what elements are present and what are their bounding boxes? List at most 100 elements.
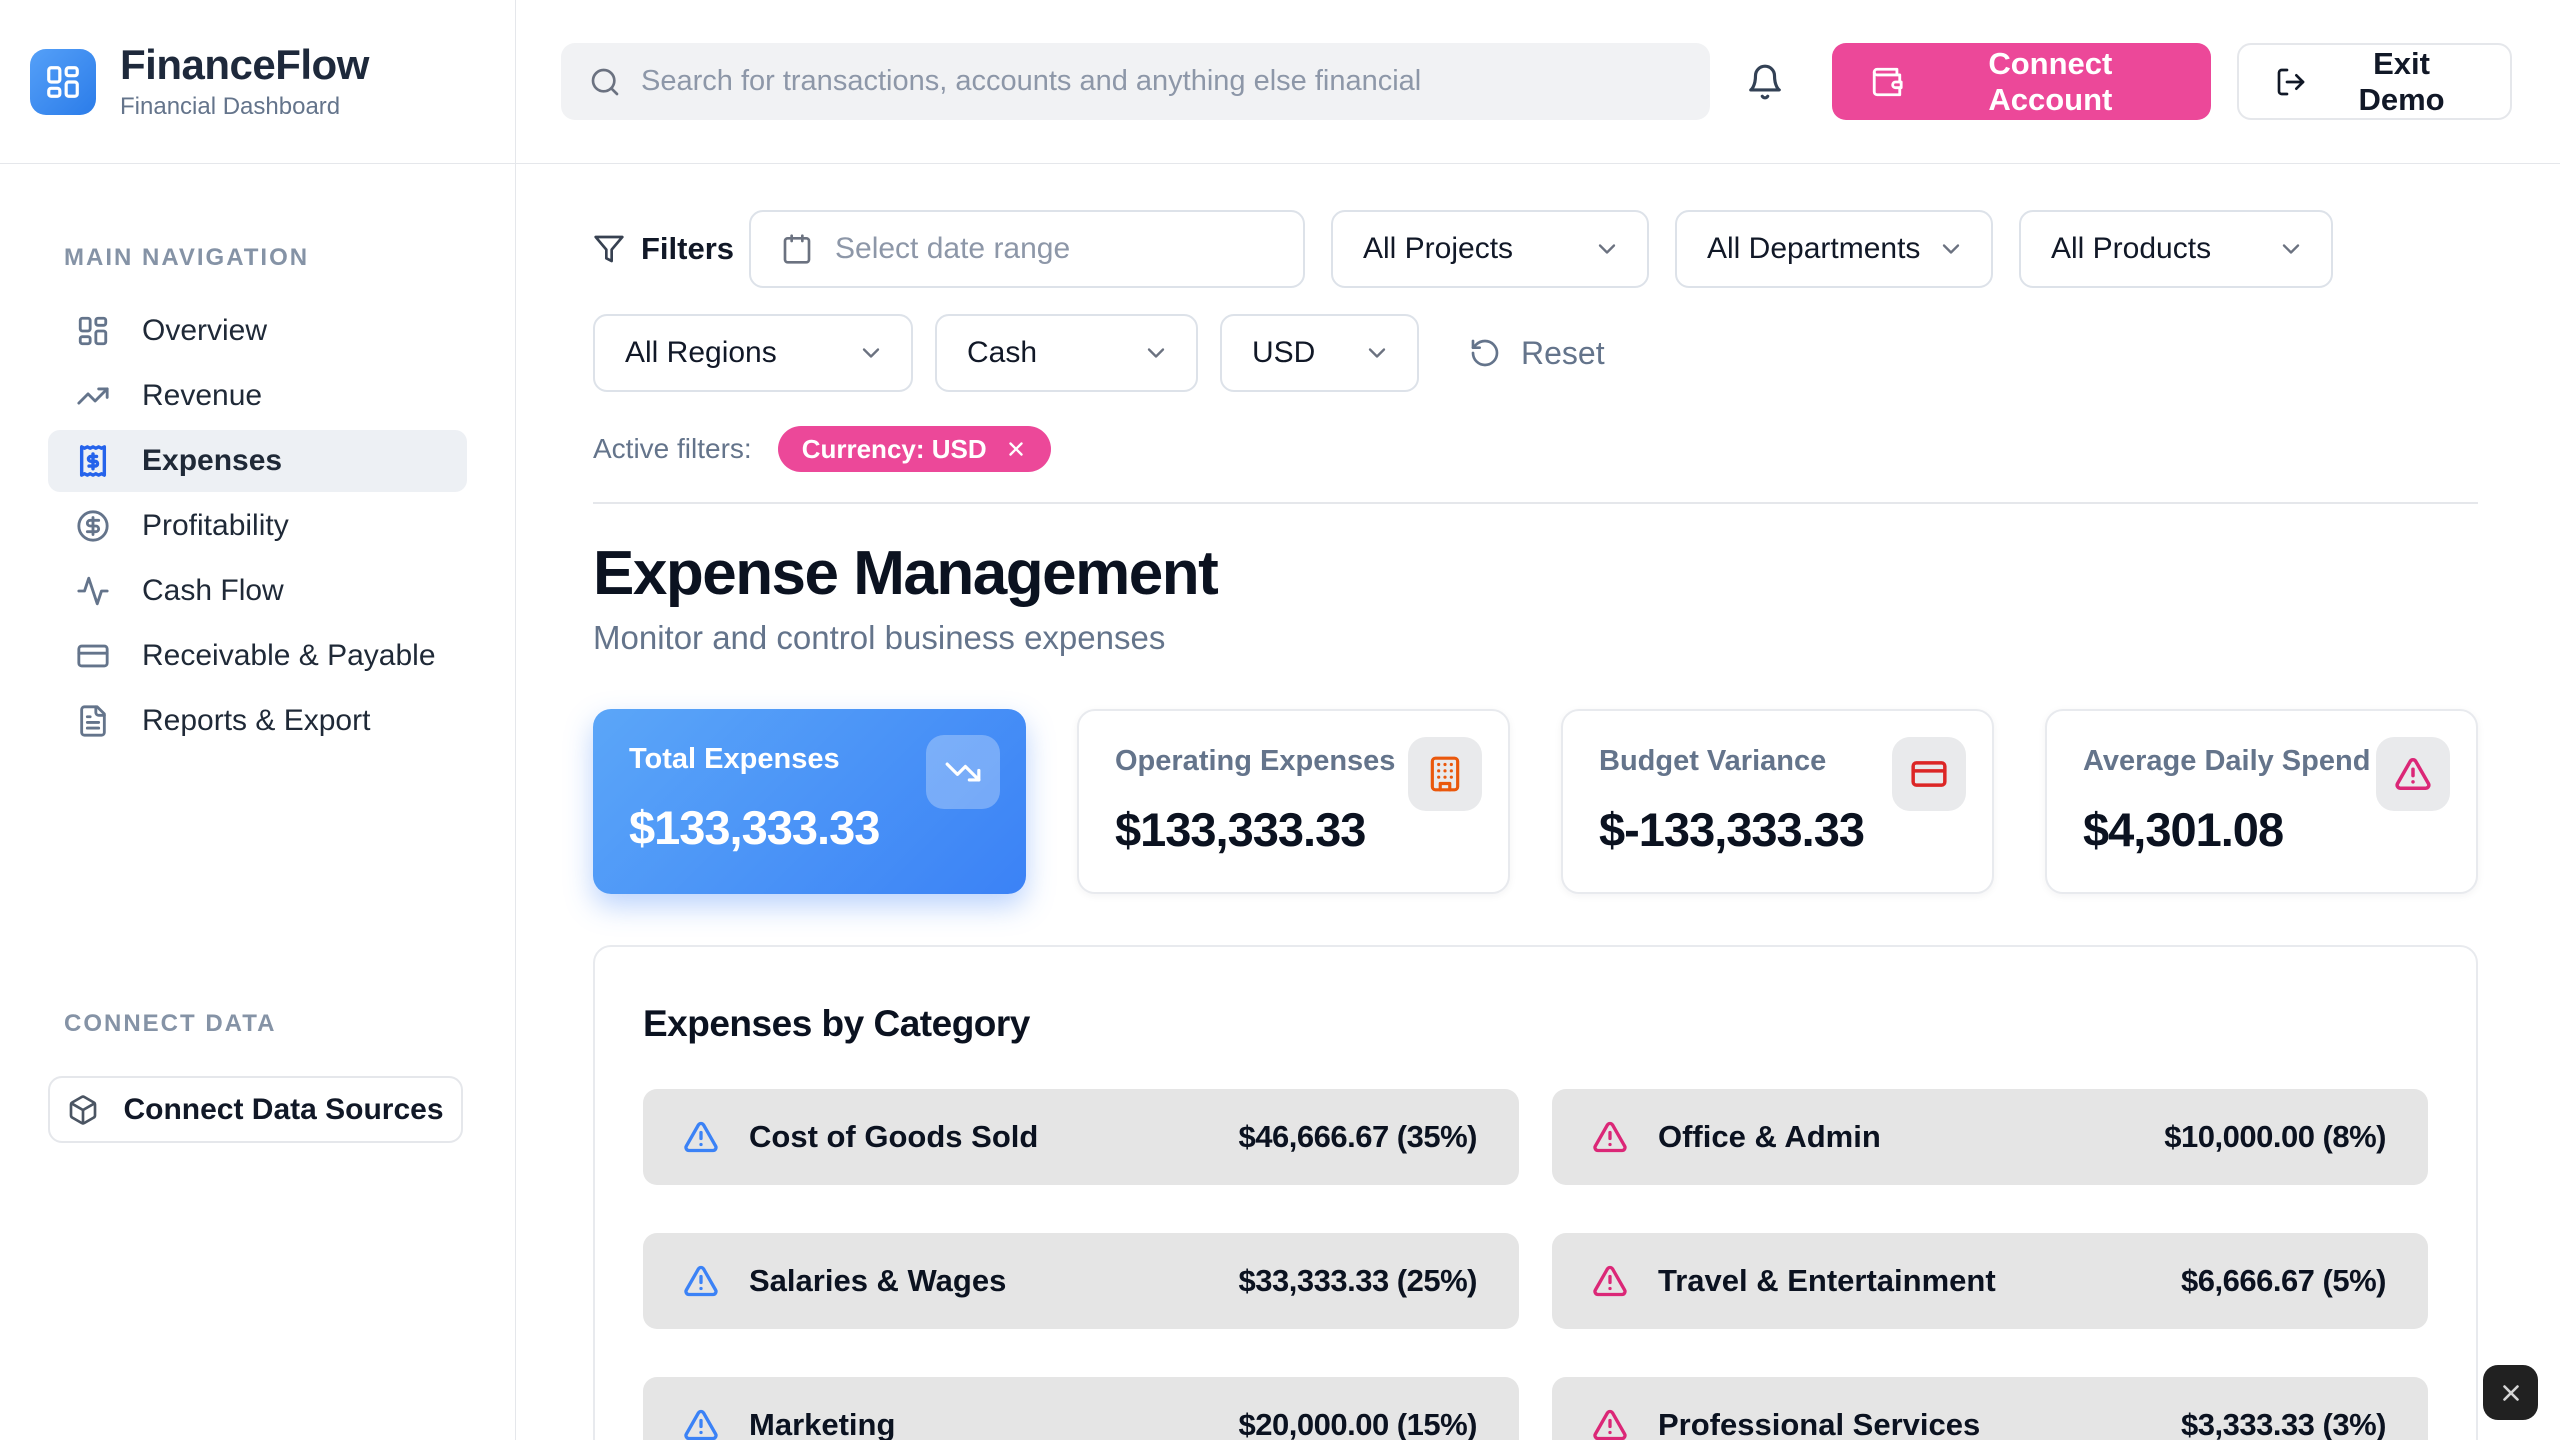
filters-label: Filters xyxy=(593,231,734,267)
stat-value: $133,333.33 xyxy=(1115,803,1366,856)
stat-card-operating-expenses[interactable]: Operating Expenses $133,333.33 xyxy=(1077,709,1510,894)
sidebar-item-label: Cash Flow xyxy=(142,574,284,607)
sidebar-item-profitability[interactable]: Profitability xyxy=(48,495,467,557)
app-logo-icon xyxy=(30,48,96,115)
stat-card-total-expenses[interactable]: Total Expenses $133,333.33 xyxy=(593,709,1026,894)
alert-triangle-icon xyxy=(683,1407,719,1440)
page-title: Expense Management xyxy=(593,539,1219,608)
section-divider xyxy=(593,502,2478,504)
category-name: Professional Services xyxy=(1658,1407,1981,1440)
category-name: Travel & Entertainment xyxy=(1658,1263,1996,1298)
close-widget-button[interactable] xyxy=(2483,1365,2538,1420)
stat-value: $4,301.08 xyxy=(2083,803,2284,856)
category-row-professional-services: Professional Services $3,333.33 (3%) xyxy=(1552,1377,2428,1440)
layout-dashboard-icon xyxy=(76,314,110,348)
filters-label-text: Filters xyxy=(641,231,735,266)
active-filter-chip-currency[interactable]: Currency: USD xyxy=(777,426,1051,472)
stat-value: $133,333.33 xyxy=(629,801,880,854)
sidebar-item-expenses[interactable]: Expenses xyxy=(48,430,467,492)
credit-card-icon xyxy=(76,639,110,673)
category-name: Office & Admin xyxy=(1658,1119,1881,1154)
stat-card-budget-variance[interactable]: Budget Variance $-133,333.33 xyxy=(1561,709,1994,894)
category-row-cost-of-goods-sold: Cost of Goods Sold $46,666.67 (35%) xyxy=(643,1089,1519,1185)
chevron-down-icon xyxy=(857,339,885,367)
calendar-icon xyxy=(781,233,813,265)
log-out-icon xyxy=(2275,66,2307,98)
projects-select-value: All Projects xyxy=(1363,232,1514,265)
panel-title: Expenses by Category xyxy=(643,1003,1030,1044)
sidebar-item-receivable-payable[interactable]: Receivable & Payable xyxy=(48,625,467,687)
brand-name: FinanceFlow xyxy=(120,41,369,89)
date-range-placeholder: Select date range xyxy=(835,232,1071,265)
sidebar: FinanceFlow Financial Dashboard MAIN NAV… xyxy=(0,0,516,1440)
chevron-down-icon xyxy=(2277,235,2305,263)
chevron-down-icon xyxy=(1142,339,1170,367)
category-value: $10,000.00 (8%) xyxy=(2164,1119,2386,1154)
sidebar-item-overview[interactable]: Overview xyxy=(48,300,467,362)
top-header: Connect Account Exit Demo xyxy=(516,0,2560,164)
search-icon xyxy=(589,66,621,98)
sidebar-item-label: Expenses xyxy=(142,444,283,477)
departments-select[interactable]: All Departments xyxy=(1675,210,1993,288)
sidebar-item-cash-flow[interactable]: Cash Flow xyxy=(48,560,467,622)
category-row-marketing: Marketing $20,000.00 (15%) xyxy=(643,1377,1519,1440)
connect-account-button[interactable]: Connect Account xyxy=(1831,43,2212,120)
exit-demo-button[interactable]: Exit Demo xyxy=(2237,43,2512,120)
page-subtitle: Monitor and control business expenses xyxy=(593,619,1166,656)
reset-label: Reset xyxy=(1521,334,1605,371)
chevron-down-icon xyxy=(1937,235,1965,263)
main-navigation: Overview Revenue Expenses Profitability … xyxy=(0,300,515,755)
filters-row-1: Filters Select date range All Projects A… xyxy=(593,210,2478,288)
sidebar-item-label: Overview xyxy=(142,314,268,347)
bell-icon[interactable] xyxy=(1746,63,1784,101)
trending-up-icon xyxy=(76,379,110,413)
alert-triangle-icon xyxy=(1592,1407,1628,1440)
sidebar-item-label: Reports & Export xyxy=(142,704,371,737)
connect-data-sources-label: Connect Data Sources xyxy=(123,1092,444,1126)
alert-triangle-icon xyxy=(683,1119,719,1155)
category-value: $33,333.33 (25%) xyxy=(1238,1263,1478,1298)
alert-triangle-icon xyxy=(2376,737,2450,811)
products-select-value: All Products xyxy=(2051,232,2212,265)
projects-select[interactable]: All Projects xyxy=(1331,210,1649,288)
category-value: $46,666.67 (35%) xyxy=(1238,1119,1478,1154)
box-icon xyxy=(67,1094,99,1126)
global-search[interactable] xyxy=(561,43,1710,120)
circle-dollar-icon xyxy=(76,509,110,543)
close-icon[interactable] xyxy=(1005,438,1027,460)
sidebar-item-revenue[interactable]: Revenue xyxy=(48,365,467,427)
search-input[interactable] xyxy=(641,65,1682,98)
chevron-down-icon xyxy=(1593,235,1621,263)
file-text-icon xyxy=(76,704,110,738)
sidebar-item-label: Revenue xyxy=(142,379,263,412)
connect-data-sources-button[interactable]: Connect Data Sources xyxy=(48,1076,463,1143)
filters-row-2: All Regions Cash USD Reset xyxy=(593,314,2478,392)
credit-card-icon xyxy=(1892,737,1966,811)
regions-select-value: All Regions xyxy=(625,336,777,369)
category-name: Salaries & Wages xyxy=(749,1263,1007,1298)
currency-select[interactable]: USD xyxy=(1220,314,1419,392)
stat-card-average-daily-spend[interactable]: Average Daily Spend $4,301.08 xyxy=(2045,709,2478,894)
products-select[interactable]: All Products xyxy=(2019,210,2333,288)
stat-cards-row: Total Expenses $133,333.33 Operating Exp… xyxy=(593,709,2478,894)
stat-label: Operating Expenses xyxy=(1115,745,1396,777)
connect-data-title: CONNECT DATA xyxy=(64,1010,277,1037)
stat-value: $-133,333.33 xyxy=(1599,803,1865,856)
category-value: $6,666.67 (5%) xyxy=(2181,1263,2386,1298)
funnel-icon xyxy=(593,233,625,265)
regions-select[interactable]: All Regions xyxy=(593,314,913,392)
brand-tagline: Financial Dashboard xyxy=(120,92,341,120)
nav-section-title: MAIN NAVIGATION xyxy=(64,244,310,271)
exit-demo-label: Exit Demo xyxy=(2358,45,2445,117)
sidebar-item-reports-export[interactable]: Reports & Export xyxy=(48,690,467,752)
building-icon xyxy=(1408,737,1482,811)
date-range-input[interactable]: Select date range xyxy=(749,210,1305,288)
reset-filters-button[interactable]: Reset xyxy=(1469,335,1605,372)
currency-select-value: USD xyxy=(1252,336,1316,369)
stat-label: Budget Variance xyxy=(1599,745,1827,777)
connect-account-label: Connect Account xyxy=(1988,45,2113,117)
category-value: $20,000.00 (15%) xyxy=(1238,1407,1478,1440)
payment-type-select[interactable]: Cash xyxy=(935,314,1198,392)
category-name: Marketing xyxy=(749,1407,896,1440)
wallet-icon xyxy=(1870,65,1904,99)
